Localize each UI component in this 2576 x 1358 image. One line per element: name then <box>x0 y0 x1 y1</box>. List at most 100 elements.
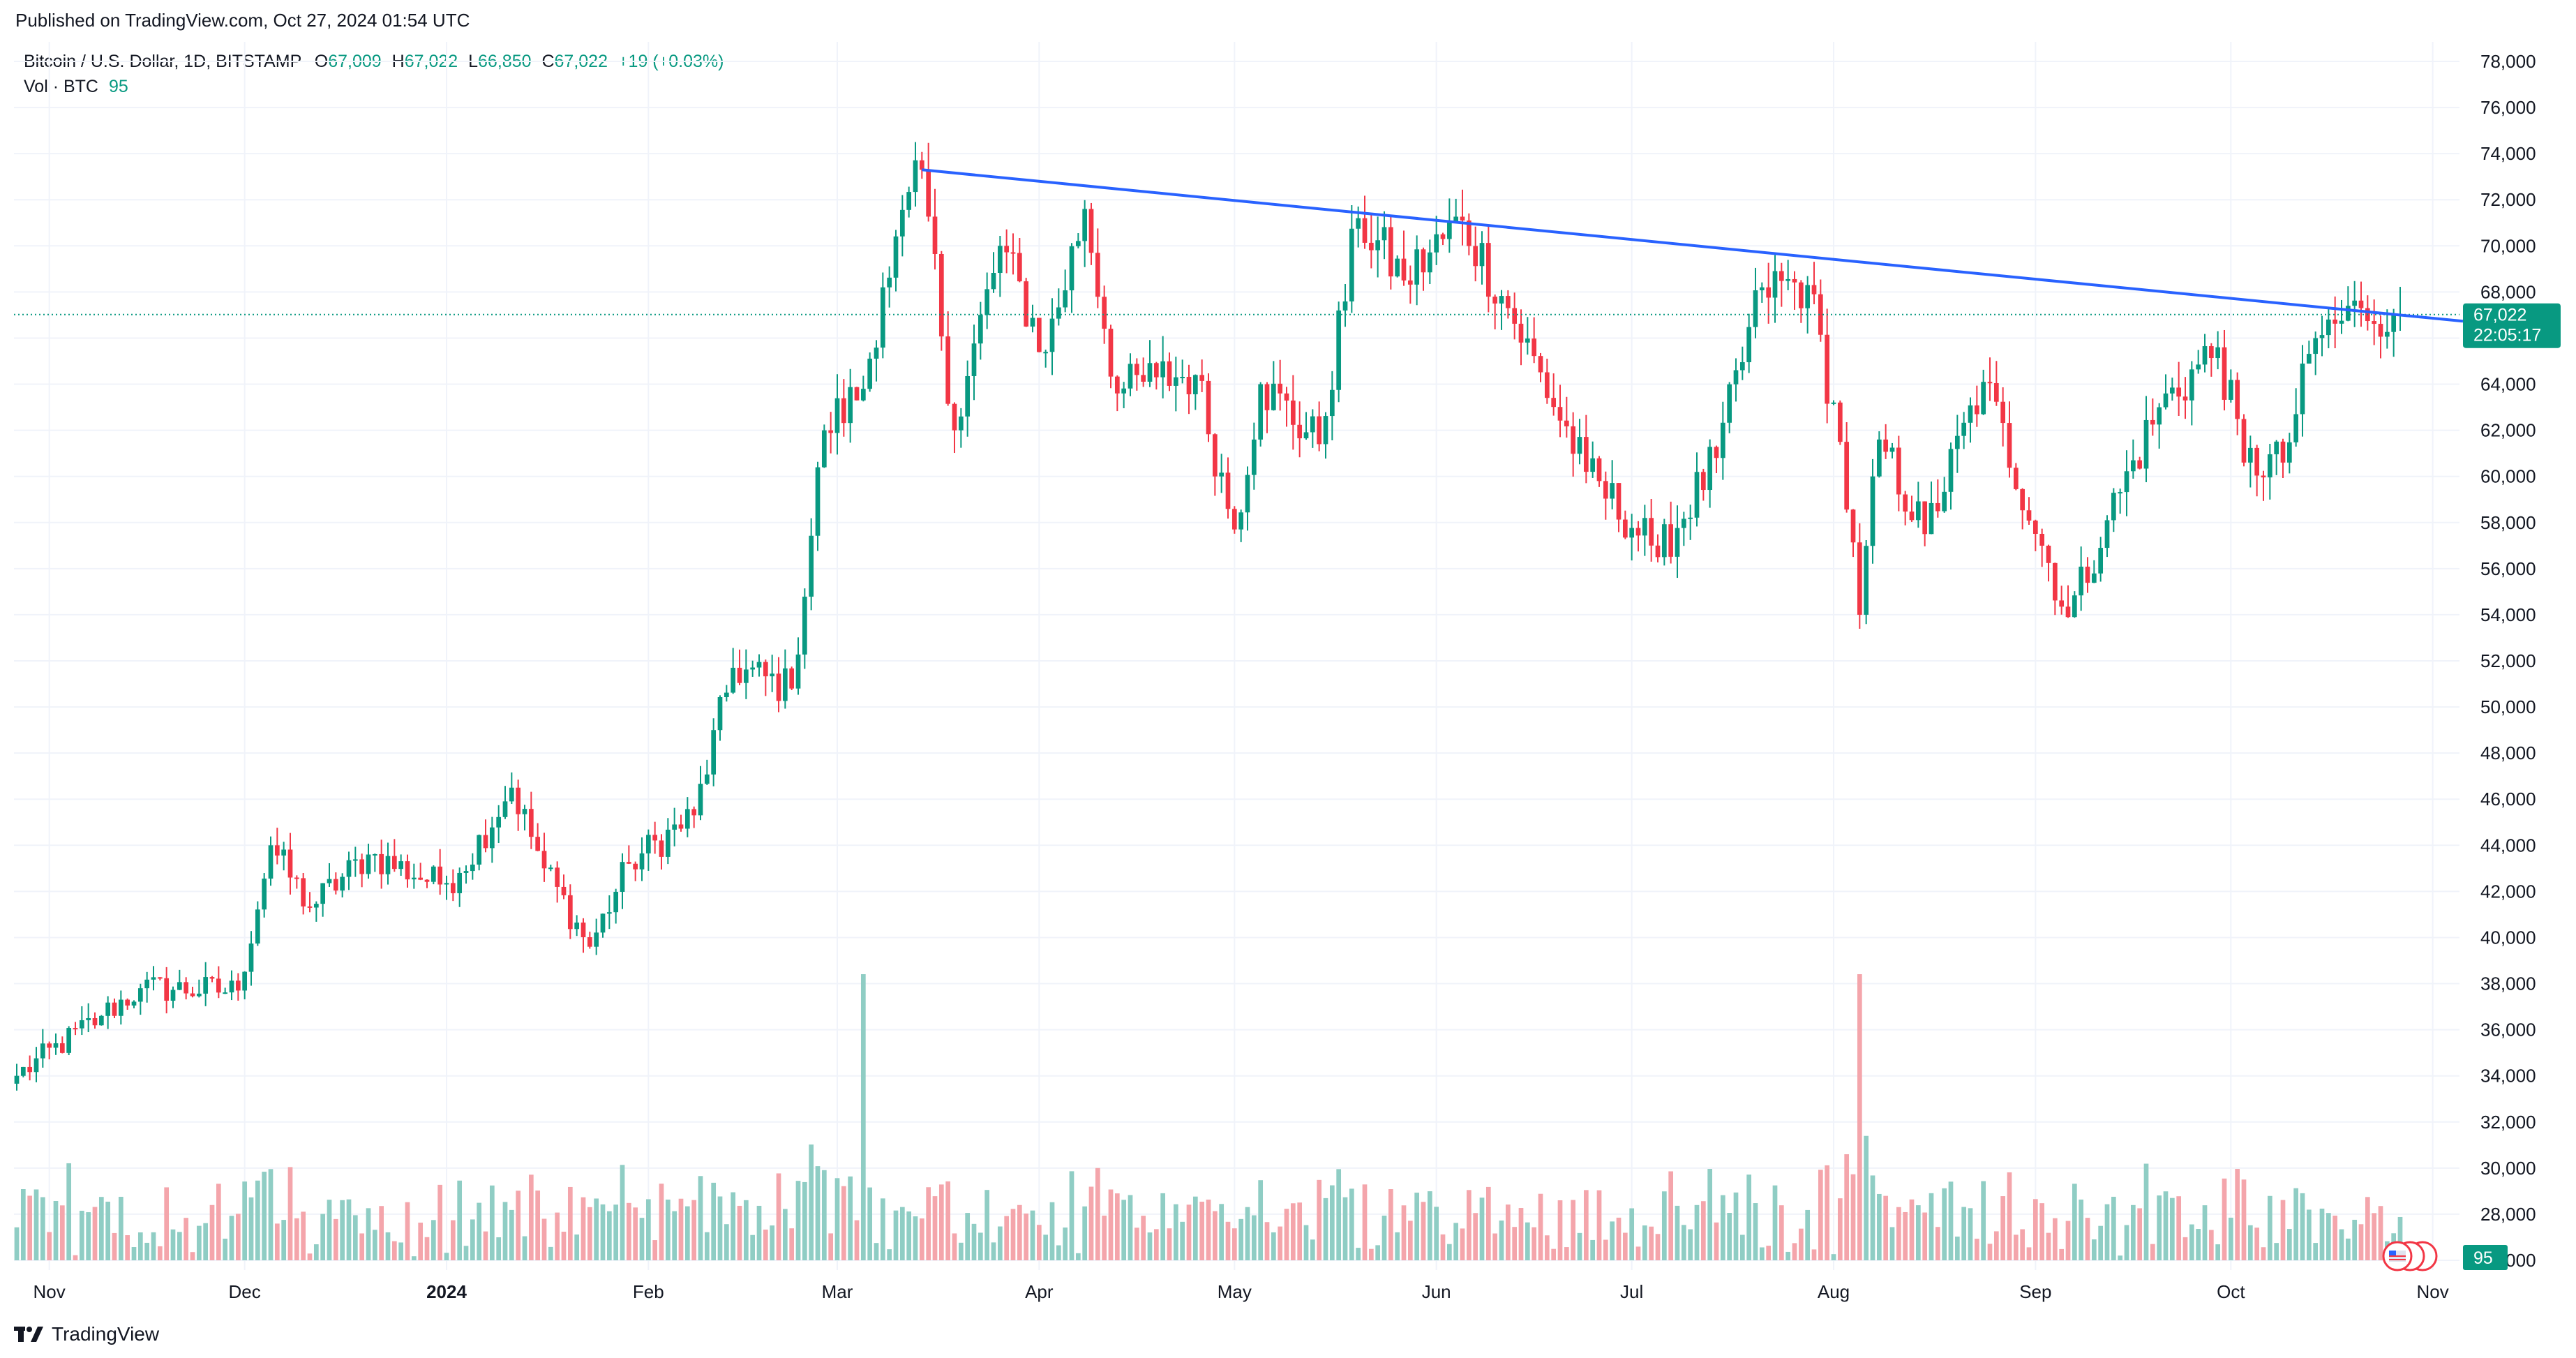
candle-body <box>1102 297 1107 329</box>
events-icon[interactable] <box>2382 1241 2438 1271</box>
candle-body <box>2261 475 2266 478</box>
candle-body <box>1948 449 1954 492</box>
volume-bar <box>1837 1198 1843 1260</box>
volume-label[interactable]: Vol · BTC <box>24 77 98 96</box>
volume-bar <box>574 1234 580 1260</box>
candle-body <box>1610 483 1615 499</box>
candle-body <box>359 859 365 874</box>
candle-body <box>626 862 631 864</box>
candle-body <box>541 851 547 869</box>
tradingview-brand[interactable]: TradingView <box>52 1323 160 1345</box>
candle-body <box>1954 435 1960 449</box>
volume-bar <box>2313 1243 2319 1260</box>
volume-bar <box>645 1199 651 1260</box>
volume-bar <box>594 1198 599 1260</box>
volume-bar <box>1831 1254 1836 1260</box>
volume-bar <box>483 1231 488 1260</box>
volume-bar <box>268 1169 274 1260</box>
volume-bar <box>248 1197 254 1260</box>
price-tick-label: 68,000 <box>2480 281 2536 302</box>
volume-bar <box>1153 1229 1159 1260</box>
candle-body <box>1440 234 1446 239</box>
last-price-badge-bg <box>2463 303 2561 348</box>
candle-body <box>418 877 424 880</box>
volume-bar <box>1290 1203 1296 1260</box>
candle-body <box>2202 346 2208 365</box>
candle-body <box>1909 512 1915 521</box>
candle-body <box>1453 216 1459 223</box>
volume-bar <box>1492 1233 1498 1260</box>
candle-body <box>1388 227 1393 277</box>
volume-bar <box>196 1225 202 1260</box>
candle-body <box>1460 216 1465 221</box>
time-tick-label: Dec <box>229 1281 261 1302</box>
volume-bar <box>756 1205 762 1260</box>
candle-body <box>1518 323 1524 343</box>
volume-bar <box>1883 1195 1889 1260</box>
price-tick-label: 52,000 <box>2480 650 2536 671</box>
volume-bar <box>581 1197 586 1260</box>
volume-bar <box>828 1233 834 1260</box>
volume-bar <box>1987 1244 1993 1260</box>
volume-bar <box>1310 1239 1315 1260</box>
candle-body <box>1571 426 1576 454</box>
volume-bar <box>1466 1190 1472 1260</box>
candle-body <box>2391 315 2397 332</box>
price-axis[interactable]: 78,00076,00074,00072,00070,00068,00066,0… <box>2480 51 2536 1271</box>
price-tick-label: 62,000 <box>2480 420 2536 441</box>
candle-body <box>2293 414 2299 442</box>
volume-bar <box>223 1239 228 1260</box>
candle-body <box>502 801 508 817</box>
tradingview-logo-icon[interactable] <box>14 1325 45 1343</box>
candle-body <box>1225 472 1231 509</box>
candle-body <box>1010 252 1016 254</box>
volume-bar <box>1603 1239 1608 1260</box>
volume-bar <box>1909 1199 1915 1260</box>
candle-body <box>1688 517 1693 519</box>
volume-bar <box>1818 1170 1823 1260</box>
volume-bar <box>672 1211 677 1260</box>
candle-body <box>294 877 299 879</box>
volume-bar <box>1942 1188 1947 1260</box>
candle-body <box>1401 258 1407 281</box>
candle-body <box>2137 460 2143 469</box>
volume-bar <box>235 1214 241 1260</box>
volume-bar <box>1212 1211 1218 1260</box>
volume-bar <box>27 1195 33 1260</box>
volume-bar <box>711 1182 717 1260</box>
volume-bar <box>1427 1191 1432 1260</box>
time-axis[interactable]: Nov Dec 2024 Feb Mar Apr May Jun Jul Aug Sep Oct Nov <box>33 1281 2449 1302</box>
candle-body <box>874 348 879 359</box>
volume-bar <box>1446 1244 1452 1260</box>
candle-body <box>1844 442 1850 510</box>
candle-body <box>691 809 697 816</box>
candle-body <box>1284 393 1289 401</box>
volume-bar <box>809 1144 814 1260</box>
candle-body <box>1779 271 1784 281</box>
candle-body <box>1616 483 1622 520</box>
candle-body <box>561 886 567 895</box>
candle-body <box>1310 416 1315 433</box>
candle-body <box>2280 441 2286 463</box>
volume-bar <box>66 1163 72 1260</box>
volume-bar <box>1121 1200 1127 1260</box>
volume-bar <box>1231 1228 1237 1260</box>
candle-body <box>2079 567 2084 596</box>
volume-bar <box>1616 1217 1622 1260</box>
candle-body <box>1583 437 1589 472</box>
volume-bar <box>1180 1221 1185 1260</box>
candle-body <box>770 673 775 677</box>
volume-bar <box>2007 1172 2012 1260</box>
candle-body <box>170 990 176 1001</box>
volume-bar <box>1993 1231 1999 1260</box>
candle-body <box>47 1043 52 1048</box>
candle-body <box>1596 458 1602 482</box>
volume-bar <box>919 1218 924 1260</box>
candle-body <box>1251 439 1257 475</box>
volume-bar <box>691 1200 697 1260</box>
volume-bar <box>1414 1193 1420 1260</box>
volume-bar <box>2332 1215 2338 1260</box>
volume-bar <box>541 1218 547 1260</box>
trendline[interactable] <box>922 168 2464 323</box>
